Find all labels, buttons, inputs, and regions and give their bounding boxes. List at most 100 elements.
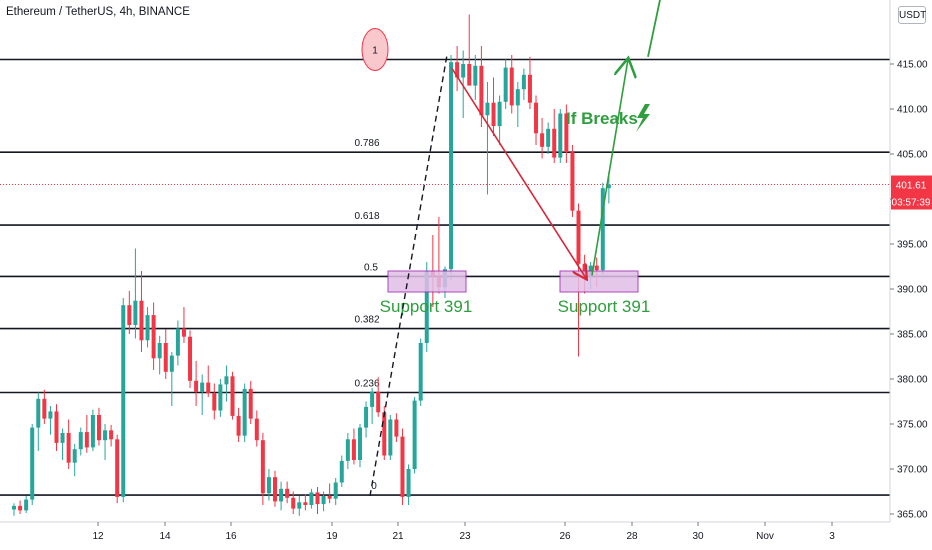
support-label-right: Support 391: [558, 297, 651, 316]
candle-body: [139, 300, 144, 341]
candle-body: [230, 376, 235, 416]
candles-group: [12, 14, 611, 516]
current-price-value: 401.61: [896, 181, 927, 192]
candle-body: [594, 265, 599, 271]
support-zone-right: [559, 270, 639, 293]
y-tick-label: 390.00: [897, 285, 928, 296]
x-tick-label: 30: [692, 531, 704, 542]
candle-body: [309, 492, 314, 505]
candle-body: [303, 502, 308, 505]
y-tick-label: 395.00: [897, 240, 928, 251]
y-tick-label: 385.00: [897, 330, 928, 341]
candle-body: [540, 133, 545, 147]
candle-body: [90, 415, 95, 448]
candle-body: [485, 102, 490, 116]
countdown-badge-bg: [891, 193, 932, 210]
candle-body: [175, 328, 180, 356]
currency-button[interactable]: USDT: [898, 6, 926, 24]
candle-body: [60, 433, 65, 443]
candle-body: [600, 188, 605, 271]
fib-level-label: 0.786: [354, 138, 379, 149]
x-tick-label: Nov: [756, 531, 774, 542]
candle-body: [321, 496, 326, 505]
current-price-badge-bg: [891, 175, 932, 194]
candle-body: [248, 388, 253, 419]
candle-body: [151, 315, 156, 359]
candle-body: [491, 102, 496, 127]
candle-body: [606, 184, 611, 189]
x-tick-label: 3: [829, 531, 835, 542]
candle-body: [461, 64, 466, 78]
x-tick-label: 16: [225, 531, 237, 542]
if-breaks-label: If Breaks: [566, 109, 638, 128]
support-zone-left: [387, 270, 467, 293]
chart-title: Ethereum / TetherUS, 4h, BINANCE: [6, 6, 190, 18]
candle-body: [339, 460, 344, 483]
candle-body: [382, 412, 387, 456]
candle-body: [370, 391, 375, 407]
candle-body: [266, 477, 271, 494]
candle-body: [394, 419, 399, 437]
candle-body: [163, 343, 168, 372]
candle-body: [449, 62, 454, 270]
candle-body: [576, 210, 581, 264]
x-tick-label: 23: [459, 531, 471, 542]
candle-body: [315, 492, 320, 505]
candle-body: [54, 411, 59, 443]
candle-body: [570, 152, 575, 211]
candle-body: [521, 74, 526, 90]
candle-body: [546, 128, 551, 147]
candle-body: [84, 432, 89, 448]
candle-body: [103, 430, 108, 441]
candle-body: [145, 315, 150, 341]
fib-level-label: 1: [372, 46, 378, 57]
candle-body: [552, 128, 557, 158]
candle-body: [42, 398, 47, 419]
candle-body: [376, 391, 381, 413]
candle-body: [297, 502, 302, 509]
candle-body: [406, 469, 411, 497]
candle-body: [121, 305, 126, 497]
candle-body: [236, 415, 241, 436]
candle-body: [218, 384, 223, 411]
candle-body: [424, 271, 429, 343]
y-tick-label: 415.00: [897, 60, 928, 71]
candle-body: [527, 74, 532, 103]
candle-body: [497, 101, 502, 127]
candle-body: [357, 427, 362, 460]
candle-body: [412, 400, 417, 469]
candle-body: [327, 496, 332, 499]
candle-body: [109, 430, 114, 440]
fib-level-label: 0.618: [354, 211, 379, 222]
candle-body: [30, 427, 35, 500]
candle-body: [455, 62, 460, 78]
candle-body: [66, 433, 71, 463]
candle-body: [200, 382, 205, 392]
bullish-arrow-2: [647, 0, 661, 57]
candle-body: [78, 432, 83, 450]
candle-body: [127, 305, 132, 325]
countdown-value: 03:57:39: [892, 198, 931, 209]
y-tick-label: 370.00: [897, 465, 928, 476]
candle-body: [273, 477, 278, 502]
price-axis[interactable]: [890, 0, 932, 550]
y-tick-label: 375.00: [897, 420, 928, 431]
lightning-bolt-icon: [636, 104, 650, 132]
fib-level-label: 0.5: [364, 262, 378, 273]
candle-body: [224, 376, 229, 385]
x-tick-label: 26: [559, 531, 571, 542]
current-price-badge: 401.61 03:57:39: [891, 175, 932, 210]
fib-highlight-circle: [361, 28, 389, 71]
candle-body: [254, 418, 259, 441]
fib-level-label: 0: [371, 481, 377, 492]
candle-body: [260, 440, 265, 494]
candle-body: [279, 488, 284, 502]
candle-body: [364, 406, 369, 428]
candle-body: [479, 65, 484, 116]
bullish-arrow-1: [591, 60, 628, 276]
y-tick-label: 410.00: [897, 105, 928, 116]
candle-body: [509, 67, 514, 106]
candle-body: [285, 488, 290, 498]
candle-body: [400, 436, 405, 497]
